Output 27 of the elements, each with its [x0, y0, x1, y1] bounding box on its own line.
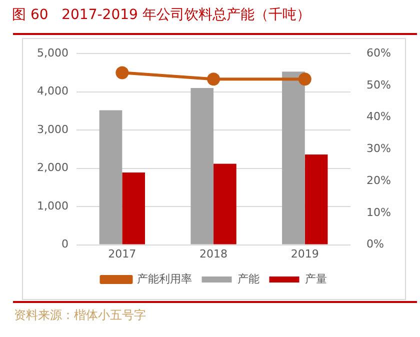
y2-tick-label: 20% [366, 174, 392, 187]
text: 资料来源：楷体小五号字 [14, 307, 146, 324]
bar [304, 154, 328, 244]
y2-tick-label: 30% [366, 142, 392, 156]
y-tick-label: 2,000 [36, 161, 68, 174]
y-tick-label: 0 [61, 238, 68, 251]
legend-label: 产能利用率 [136, 272, 192, 286]
legend-label: 产能 [237, 272, 260, 286]
legend-label: 产量 [304, 272, 327, 286]
y-tick-label: 1,000 [36, 199, 68, 212]
y2-tick-label: 60% [366, 46, 392, 60]
y2-tick-label: 10% [366, 206, 392, 219]
y-tick-label: 5,000 [36, 46, 68, 60]
chart-title: 图 60 2017-2019 年公司饮料总产能（千吨） [12, 6, 310, 24]
bar [122, 172, 146, 244]
y2-tick-label: 0% [366, 238, 384, 251]
y-tick-label: 3,000 [36, 122, 68, 136]
y2-tick-label: 40% [366, 110, 392, 124]
bar [99, 110, 122, 244]
bar [214, 164, 236, 244]
bar [190, 88, 214, 244]
x-tick-label: 2018 [200, 247, 228, 260]
y2-tick-label: 50% [366, 78, 392, 92]
bar [282, 72, 305, 244]
x-tick-label: 2017 [108, 247, 136, 260]
y-tick-label: 4,000 [36, 84, 68, 98]
x-tick-label: 2019 [290, 247, 319, 260]
